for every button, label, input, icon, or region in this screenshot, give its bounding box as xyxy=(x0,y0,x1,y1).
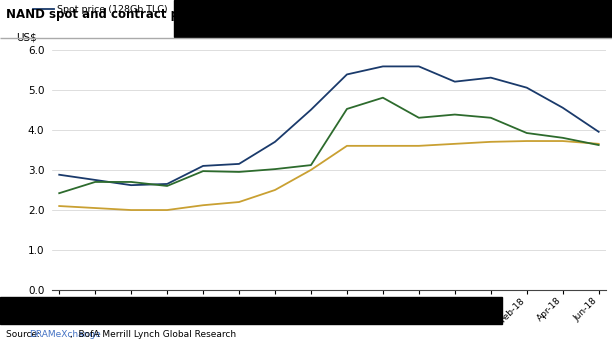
Spot price (64Gb MLC) xyxy=(92,180,99,184)
Spot price (128Gb TLC) xyxy=(523,86,531,90)
Spot price (128Gb TLC) xyxy=(307,108,315,112)
Spot price (64Gb MLC) xyxy=(559,136,566,140)
Spot price (128Gb TLC) xyxy=(343,72,351,76)
Spot price (64Gb MLC) xyxy=(343,107,351,111)
Spot price (128Gb TLC) xyxy=(379,64,387,69)
Contract price (64Gb MLC) xyxy=(415,144,422,148)
Text: US$: US$ xyxy=(16,32,37,42)
Contract price (64Gb MLC) xyxy=(343,144,351,148)
Contract price (64Gb MLC) xyxy=(127,208,135,212)
Contract price (64Gb MLC) xyxy=(559,139,566,143)
Line: Spot price (64Gb MLC): Spot price (64Gb MLC) xyxy=(59,98,599,193)
Contract price (64Gb MLC) xyxy=(595,142,602,146)
Spot price (128Gb TLC) xyxy=(127,183,135,187)
Contract price (64Gb MLC) xyxy=(163,208,171,212)
Spot price (128Gb TLC) xyxy=(451,80,458,84)
Spot price (64Gb MLC) xyxy=(379,96,387,100)
Spot price (128Gb TLC) xyxy=(56,173,63,177)
Text: NAND spot and contract prices: NAND spot and contract prices xyxy=(6,8,211,21)
Spot price (64Gb MLC) xyxy=(56,191,63,195)
Spot price (64Gb MLC) xyxy=(200,169,207,173)
Spot price (64Gb MLC) xyxy=(523,131,531,135)
Contract price (64Gb MLC) xyxy=(487,140,494,144)
Contract price (64Gb MLC) xyxy=(200,203,207,207)
Text: DRAMeXchange: DRAMeXchange xyxy=(29,330,101,339)
Spot price (64Gb MLC) xyxy=(271,167,278,171)
Contract price (64Gb MLC) xyxy=(379,144,387,148)
Spot price (128Gb TLC) xyxy=(200,164,207,168)
Spot price (64Gb MLC) xyxy=(236,170,243,174)
Contract price (64Gb MLC) xyxy=(92,206,99,210)
Line: Contract price (64Gb MLC): Contract price (64Gb MLC) xyxy=(59,141,599,210)
Spot price (64Gb MLC) xyxy=(127,180,135,184)
Spot price (64Gb MLC) xyxy=(307,163,315,167)
Spot price (64Gb MLC) xyxy=(451,113,458,117)
Spot price (128Gb TLC) xyxy=(92,178,99,182)
Spot price (128Gb TLC) xyxy=(487,75,494,80)
Contract price (64Gb MLC) xyxy=(523,139,531,143)
Spot price (64Gb MLC) xyxy=(595,143,602,147)
Contract price (64Gb MLC) xyxy=(56,204,63,208)
Spot price (128Gb TLC) xyxy=(415,64,422,69)
Text: ,  BofA Merrill Lynch Global Research: , BofA Merrill Lynch Global Research xyxy=(70,330,236,339)
Legend: Spot price (128Gb TLC), Contract price (64Gb MLC), Spot price (64Gb MLC): Spot price (128Gb TLC), Contract price (… xyxy=(29,1,469,18)
Text: Source:: Source: xyxy=(6,330,43,339)
Spot price (64Gb MLC) xyxy=(487,116,494,120)
Spot price (128Gb TLC) xyxy=(163,182,171,186)
Line: Spot price (128Gb TLC): Spot price (128Gb TLC) xyxy=(59,67,599,185)
Contract price (64Gb MLC) xyxy=(451,142,458,146)
Spot price (128Gb TLC) xyxy=(236,162,243,166)
Contract price (64Gb MLC) xyxy=(307,168,315,172)
Spot price (128Gb TLC) xyxy=(595,130,602,134)
Spot price (64Gb MLC) xyxy=(163,184,171,188)
Spot price (64Gb MLC) xyxy=(415,116,422,120)
Spot price (128Gb TLC) xyxy=(559,105,566,110)
Contract price (64Gb MLC) xyxy=(271,188,278,192)
Contract price (64Gb MLC) xyxy=(236,200,243,204)
Spot price (128Gb TLC) xyxy=(271,140,278,144)
